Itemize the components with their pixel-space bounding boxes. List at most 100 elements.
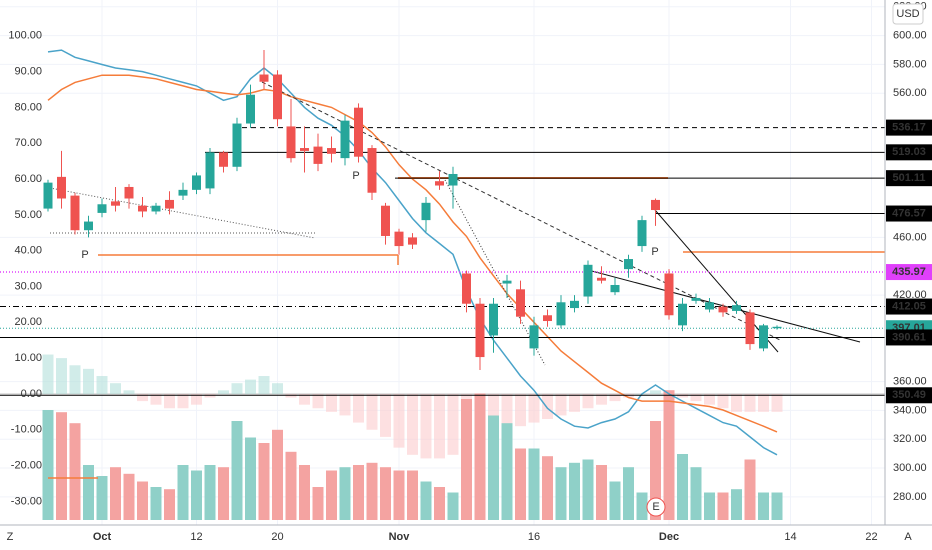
- volume-bar: [758, 492, 769, 520]
- volume-bar: [704, 492, 715, 520]
- candle-body: [583, 264, 593, 297]
- price-level-tag: [886, 264, 932, 281]
- volume-bar: [366, 462, 378, 520]
- volume-bar: [285, 451, 297, 520]
- price-level-tag: [886, 387, 932, 404]
- zoom-button[interactable]: Z: [7, 531, 14, 543]
- histogram-bar: [299, 393, 310, 405]
- candle-body: [624, 259, 633, 270]
- candle-body: [286, 126, 296, 159]
- volume-bar: [515, 448, 526, 520]
- volume-bar: [231, 421, 243, 520]
- volume-bar: [272, 429, 283, 520]
- y-tick-label: 10.00: [14, 352, 42, 364]
- candle-body: [192, 175, 201, 190]
- histogram-bar: [245, 379, 256, 394]
- y-tick-label: 0.00: [21, 388, 42, 400]
- candle-body: [138, 205, 147, 212]
- y-tick-label: 60.00: [14, 173, 42, 185]
- lower-layer: [0, 49, 885, 520]
- histogram-bar: [83, 368, 94, 394]
- y-tick-label: 80.00: [14, 101, 42, 113]
- candle-body: [205, 152, 215, 189]
- annotation: P: [352, 170, 359, 182]
- candle-body: [354, 107, 363, 157]
- candle-body: [408, 237, 417, 245]
- y-tick-label: -10.00: [11, 424, 42, 436]
- volume-bar: [123, 473, 135, 520]
- volume-bar: [461, 399, 472, 520]
- volume-bar: [474, 393, 486, 520]
- histogram-bar: [366, 393, 378, 430]
- volume-bar: [204, 465, 216, 520]
- volume-bar: [191, 470, 202, 520]
- candle-body: [259, 74, 269, 82]
- x-tick-label: Dec: [659, 531, 679, 543]
- volume-bar: [218, 467, 229, 520]
- volume-bar: [353, 465, 364, 520]
- histogram-bar: [150, 393, 162, 405]
- volume-bar: [447, 492, 459, 520]
- volume-bar: [677, 454, 688, 520]
- candle-body: [732, 305, 741, 311]
- candle-body: [151, 205, 161, 212]
- x-tick-label: 14: [784, 531, 796, 543]
- volume-bar: [582, 459, 594, 520]
- volume-bar: [555, 467, 567, 520]
- histogram-bar: [312, 393, 324, 409]
- axes: 620.00600.00580.00560.00460.00420.00360.…: [8, 1, 932, 543]
- candle-body: [543, 315, 552, 322]
- candle-body: [97, 204, 107, 213]
- volume-bar: [258, 443, 270, 520]
- volume-bar: [326, 470, 337, 520]
- candle-layer: P P P E: [43, 50, 782, 517]
- volume-bar: [380, 467, 391, 520]
- y-tick-label: 90.00: [14, 66, 42, 78]
- volume-bar: [407, 470, 418, 520]
- candle-body: [111, 201, 120, 206]
- candle-body: [597, 277, 606, 281]
- annotation: P: [651, 246, 658, 258]
- price-level-tag: [886, 170, 932, 187]
- histogram-bar: [56, 358, 67, 394]
- candle-body: [516, 289, 525, 317]
- volume-bar: [245, 437, 256, 520]
- y-tick-label: 70.00: [14, 137, 42, 149]
- histogram-bar: [137, 393, 148, 402]
- candle-body: [381, 205, 390, 236]
- volume-bar: [299, 465, 310, 520]
- candle-body: [556, 302, 566, 326]
- x-tick-label: 16: [528, 531, 540, 543]
- histogram-bar: [326, 393, 337, 412]
- volume-bar: [542, 456, 553, 520]
- y-tick-label: -20.00: [11, 459, 42, 471]
- histogram-bar: [191, 393, 202, 405]
- currency-box[interactable]: [892, 3, 924, 25]
- volume-bar: [501, 423, 513, 520]
- price-level-tag: [886, 119, 932, 136]
- candle-body: [57, 176, 66, 199]
- volume-bar: [434, 487, 445, 520]
- currency[interactable]: USD: [896, 8, 919, 20]
- histogram-bar: [582, 393, 594, 409]
- volume-bar: [528, 448, 540, 520]
- candle-body: [664, 273, 674, 316]
- y2-tick-label: 320.00: [893, 433, 927, 445]
- volume-bar: [177, 465, 189, 520]
- candle-body: [745, 312, 755, 345]
- histogram-bar: [353, 393, 364, 423]
- volume-bar: [137, 481, 148, 520]
- price-level-label: 536.17: [892, 122, 926, 134]
- candle-body: [448, 173, 458, 186]
- auto-button[interactable]: A: [904, 531, 912, 543]
- histogram-bar: [69, 365, 81, 394]
- candle-body: [165, 199, 174, 209]
- histogram-bar: [744, 393, 756, 412]
- histogram-bar: [393, 393, 405, 448]
- price-level-label: 435.97: [892, 266, 926, 278]
- histogram-bar: [771, 393, 783, 412]
- histogram-bar: [177, 393, 189, 409]
- price-level-label: 476.57: [892, 207, 926, 219]
- histogram-bar: [407, 393, 418, 455]
- candle-body: [435, 181, 444, 186]
